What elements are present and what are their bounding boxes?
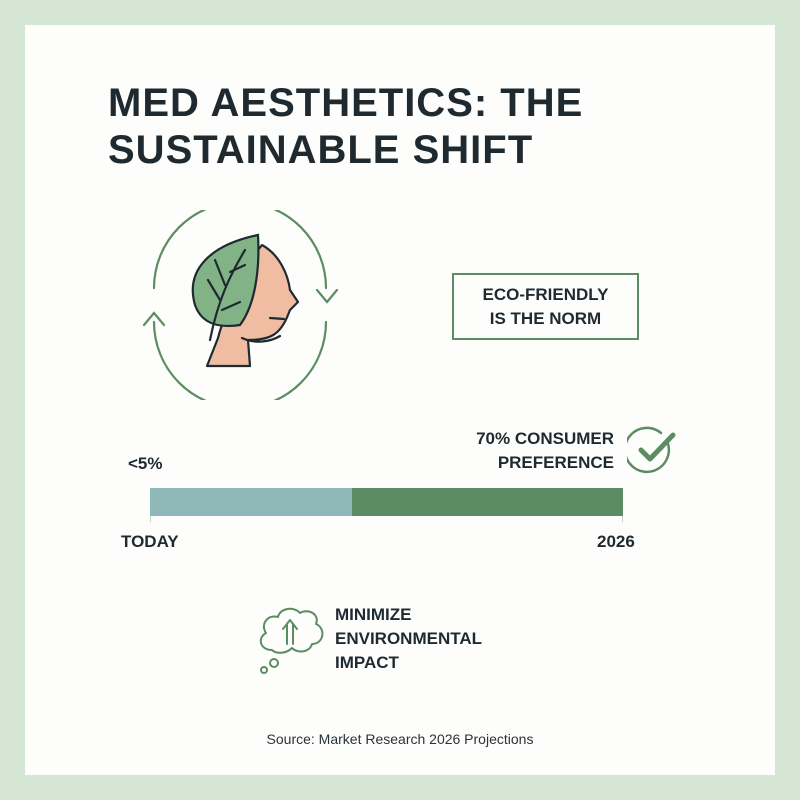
end-tick	[622, 516, 623, 522]
title-line-1: MED AESTHETICS: THE	[108, 81, 584, 125]
start-value-label: <5%	[128, 454, 163, 473]
infographic-card	[25, 25, 775, 775]
start-tick	[150, 516, 151, 522]
end-value-line-2: PREFERENCE	[497, 453, 614, 472]
cloud-upload-icon	[259, 607, 324, 674]
source-note: Source: Market Research 2026 Projections	[266, 731, 534, 747]
bar-segment-today	[150, 488, 352, 516]
end-label: 2026	[597, 532, 635, 551]
callout-line-1: ECO-FRIENDLY	[482, 284, 609, 304]
title-line-2: SUSTAINABLE SHIFT	[108, 128, 534, 172]
impact-line-1: MINIMIZE	[335, 605, 412, 624]
end-value-label: 70% CONSUMER PREFERENCE	[476, 427, 614, 475]
progress-timeline-bar	[150, 488, 623, 516]
impact-line-3: IMPACT	[335, 653, 399, 672]
start-label: TODAY	[121, 532, 179, 551]
page-title: MED AESTHETICS: THE SUSTAINABLE SHIFT	[108, 80, 583, 174]
impact-line-2: ENVIRONMENTAL	[335, 629, 483, 648]
end-value-line-1: 70% CONSUMER	[476, 429, 614, 448]
check-circle-icon	[627, 426, 676, 474]
bar-segment-2026	[351, 488, 623, 516]
impact-text: MINIMIZE ENVIRONMENTAL IMPACT	[335, 603, 482, 675]
leaf-head-cycle-icon	[142, 210, 339, 400]
callout-line-2: IS THE NORM	[489, 308, 602, 328]
eco-friendly-callout: ECO-FRIENDLY IS THE NORM	[452, 273, 639, 340]
